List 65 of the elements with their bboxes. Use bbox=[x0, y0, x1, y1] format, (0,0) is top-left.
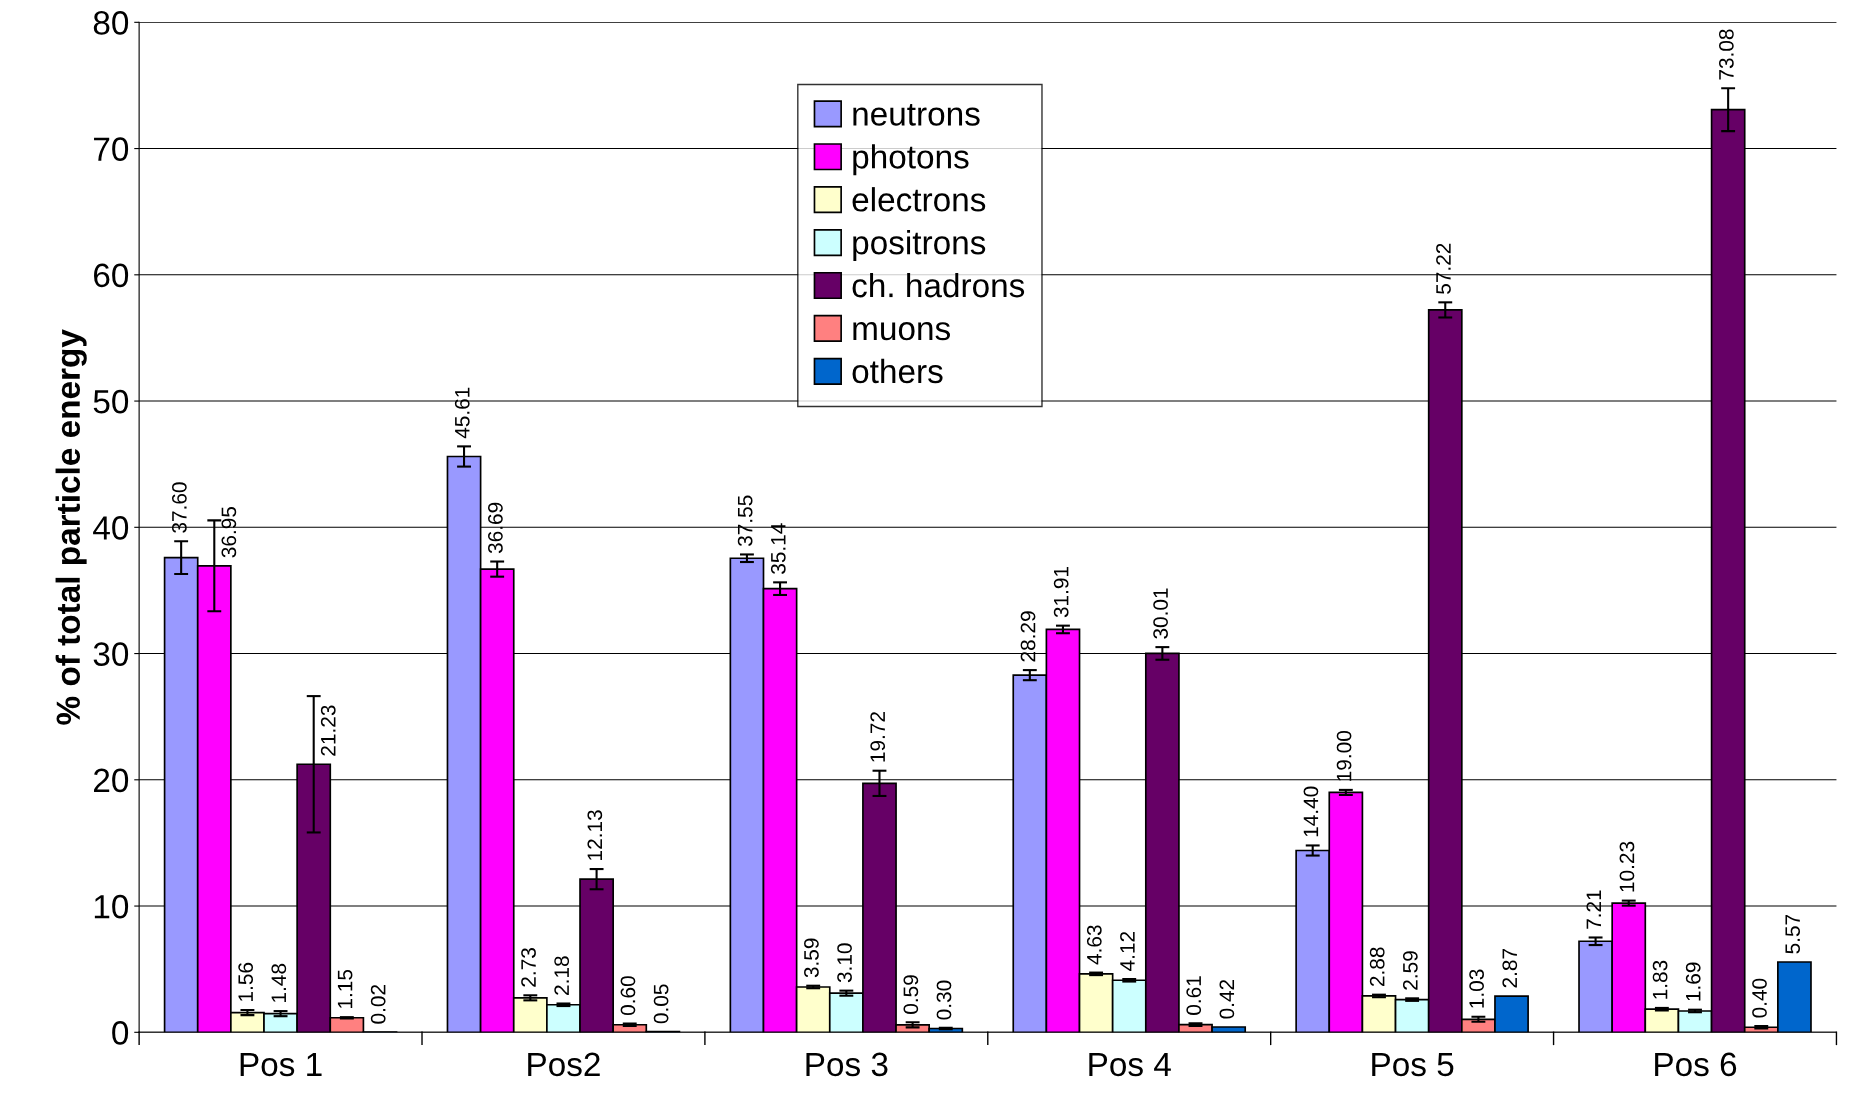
data-label: 1.56 bbox=[238, 962, 254, 1001]
data-label: 28.29 bbox=[1020, 611, 1036, 662]
data-label: 21.23 bbox=[320, 705, 336, 756]
y-tick-label: 10 bbox=[94, 894, 129, 919]
data-label: 4.63 bbox=[1086, 925, 1102, 965]
data-label: 2.73 bbox=[521, 948, 536, 987]
data-label: 36.69 bbox=[488, 502, 503, 554]
y-tick-label: 60 bbox=[94, 263, 129, 288]
data-label: 5.57 bbox=[1785, 914, 1801, 954]
y-tick-label: 20 bbox=[94, 768, 129, 793]
data-label: 4.12 bbox=[1120, 931, 1135, 971]
data-label: 30.01 bbox=[1153, 588, 1168, 639]
data-label: 0.40 bbox=[1752, 978, 1767, 1018]
data-label: 19.00 bbox=[1336, 731, 1352, 781]
x-tick-label: Pos 1 bbox=[240, 1052, 322, 1077]
y-axis-title: % of total particle energy bbox=[55, 329, 87, 725]
x-tick-label: Pos 4 bbox=[1089, 1052, 1171, 1077]
data-label: 19.72 bbox=[870, 712, 886, 762]
legend-label: electrons bbox=[852, 187, 986, 212]
data-label: 0.05 bbox=[653, 984, 669, 1024]
x-tick-label: Pos 3 bbox=[806, 1052, 888, 1077]
data-label: 0.61 bbox=[1186, 976, 1202, 1015]
legend-label: ch. hadrons bbox=[852, 272, 1025, 298]
data-label: 3.59 bbox=[804, 938, 819, 978]
data-label: 37.60 bbox=[171, 482, 187, 533]
legend-label: neutrons bbox=[853, 103, 980, 126]
data-label: 14.40 bbox=[1303, 786, 1319, 837]
data-label: 3.10 bbox=[837, 943, 852, 983]
y-tick-label: 0 bbox=[112, 1021, 129, 1045]
y-tick-label: 70 bbox=[94, 137, 129, 161]
y-tick-label: 50 bbox=[93, 389, 129, 414]
data-label: 57.22 bbox=[1436, 243, 1451, 294]
legend-label: positrons bbox=[853, 230, 986, 262]
data-label: 1.48 bbox=[271, 963, 287, 1002]
data-label: 2.59 bbox=[1402, 951, 1418, 990]
data-label: 0.02 bbox=[370, 984, 386, 1024]
data-label: 0.42 bbox=[1219, 979, 1235, 1019]
legend-label: photons bbox=[853, 144, 969, 176]
data-label: 35.14 bbox=[770, 523, 786, 574]
data-label: 1.03 bbox=[1469, 969, 1484, 1008]
legend-label: others bbox=[852, 358, 943, 384]
x-tick-label: Pos 5 bbox=[1372, 1052, 1454, 1077]
data-label: 2.87 bbox=[1502, 948, 1518, 988]
data-label: 1.83 bbox=[1652, 960, 1668, 999]
data-label: 36.95 bbox=[221, 506, 237, 558]
data-label: 2.18 bbox=[554, 956, 570, 995]
data-label: 31.91 bbox=[1053, 566, 1069, 618]
data-label: 2.88 bbox=[1369, 947, 1385, 987]
data-label: 1.69 bbox=[1685, 962, 1701, 1001]
data-label: 37.55 bbox=[737, 495, 753, 547]
data-label: 7.21 bbox=[1586, 890, 1601, 929]
data-label: 12.13 bbox=[587, 810, 603, 860]
data-label: 0.60 bbox=[620, 976, 636, 1016]
y-tick-label: 40 bbox=[93, 516, 129, 540]
data-label: 1.15 bbox=[337, 969, 353, 1008]
data-label: 45.61 bbox=[454, 387, 470, 439]
data-label: 0.59 bbox=[903, 975, 919, 1014]
x-tick-label: Pos2 bbox=[528, 1052, 600, 1077]
data-label: 10.23 bbox=[1619, 841, 1635, 892]
x-tick-label: Pos 6 bbox=[1655, 1052, 1737, 1077]
data-label: 0.30 bbox=[936, 980, 952, 1020]
y-tick-label: 80 bbox=[93, 11, 129, 35]
y-tick-label: 30 bbox=[93, 642, 129, 666]
data-label: 73.08 bbox=[1718, 29, 1734, 80]
legend-label: muons bbox=[853, 322, 950, 341]
